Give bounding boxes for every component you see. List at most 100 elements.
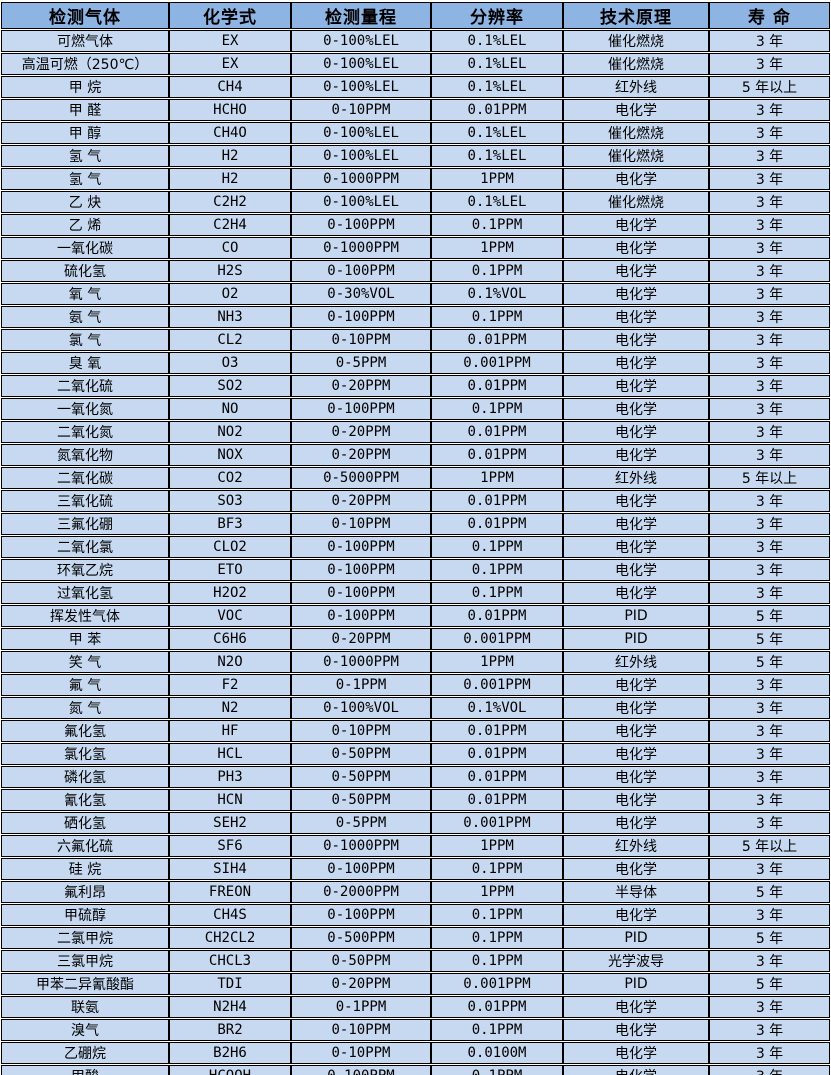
cell-gas: 二氯甲烷 bbox=[1, 927, 169, 949]
cell-principle: 催化燃烧 bbox=[563, 191, 709, 213]
cell-range: 0-100%LEL bbox=[291, 76, 431, 98]
cell-resolution: 0.1%LEL bbox=[431, 76, 563, 98]
cell-gas: 甲 醛 bbox=[1, 99, 169, 121]
table-row: 乙 炔 C2H2 0-100%LEL 0.1%LEL 催化燃烧 3 年 bbox=[1, 191, 830, 213]
cell-resolution: 0.01PPM bbox=[431, 605, 563, 627]
cell-life: 3 年 bbox=[709, 260, 830, 282]
cell-range: 0-20PPM bbox=[291, 444, 431, 466]
cell-life: 5 年 bbox=[709, 881, 830, 903]
cell-principle: 催化燃烧 bbox=[563, 30, 709, 52]
table-row: 甲硫醇 CH4S 0-100PPM 0.1PPM 电化学 3 年 bbox=[1, 904, 830, 926]
cell-formula: H2O2 bbox=[169, 582, 291, 604]
cell-range: 0-100PPM bbox=[291, 858, 431, 880]
cell-resolution: 0.1PPM bbox=[431, 1065, 563, 1075]
cell-resolution: 0.01PPM bbox=[431, 99, 563, 121]
cell-life: 5 年 bbox=[709, 651, 830, 673]
table-body: 可燃气体 EX 0-100%LEL 0.1%LEL 催化燃烧 3 年高温可燃（250℃） E… bbox=[1, 30, 830, 1075]
cell-range: 0-20PPM bbox=[291, 628, 431, 650]
cell-formula: C2H2 bbox=[169, 191, 291, 213]
cell-principle: 电化学 bbox=[563, 812, 709, 834]
cell-range: 0-10PPM bbox=[291, 1019, 431, 1041]
cell-life: 3 年 bbox=[709, 53, 830, 75]
table-row: 氟利昂 FREON 0-2000PPM 1PPM 半导体 5 年 bbox=[1, 881, 830, 903]
table-row: 二氧化碳 CO2 0-5000PPM 1PPM 红外线 5 年以上 bbox=[1, 467, 830, 489]
cell-life: 3 年 bbox=[709, 398, 830, 420]
cell-range: 0-100PPM bbox=[291, 214, 431, 236]
cell-resolution: 0.1%LEL bbox=[431, 122, 563, 144]
table-row: 甲 烷 CH4 0-100%LEL 0.1%LEL 红外线 5 年以上 bbox=[1, 76, 830, 98]
cell-gas: 氯 气 bbox=[1, 329, 169, 351]
cell-formula: EX bbox=[169, 30, 291, 52]
cell-resolution: 0.1PPM bbox=[431, 950, 563, 972]
cell-resolution: 0.1PPM bbox=[431, 858, 563, 880]
cell-principle: 电化学 bbox=[563, 444, 709, 466]
cell-gas: 过氧化氢 bbox=[1, 582, 169, 604]
cell-range: 0-10PPM bbox=[291, 513, 431, 535]
cell-resolution: 0.001PPM bbox=[431, 973, 563, 995]
cell-range: 0-100PPM bbox=[291, 306, 431, 328]
cell-principle: 电化学 bbox=[563, 283, 709, 305]
cell-range: 0-5PPM bbox=[291, 812, 431, 834]
cell-resolution: 0.1PPM bbox=[431, 398, 563, 420]
cell-life: 3 年 bbox=[709, 812, 830, 834]
cell-formula: O3 bbox=[169, 352, 291, 374]
cell-resolution: 0.001PPM bbox=[431, 628, 563, 650]
cell-principle: 红外线 bbox=[563, 467, 709, 489]
table-row: 联氨 N2H4 0-1PPM 0.01PPM 电化学 3 年 bbox=[1, 996, 830, 1018]
cell-principle: 光学波导 bbox=[563, 950, 709, 972]
cell-formula: C2H4 bbox=[169, 214, 291, 236]
cell-principle: 电化学 bbox=[563, 513, 709, 535]
cell-life: 3 年 bbox=[709, 674, 830, 696]
cell-range: 0-1000PPM bbox=[291, 237, 431, 259]
cell-resolution: 0.01PPM bbox=[431, 513, 563, 535]
cell-life: 3 年 bbox=[709, 375, 830, 397]
cell-formula: HCN bbox=[169, 789, 291, 811]
cell-principle: 电化学 bbox=[563, 1042, 709, 1064]
cell-principle: 红外线 bbox=[563, 651, 709, 673]
cell-gas: 硅 烷 bbox=[1, 858, 169, 880]
cell-gas: 二氧化氯 bbox=[1, 536, 169, 558]
cell-gas: 一氧化氮 bbox=[1, 398, 169, 420]
cell-range: 0-1000PPM bbox=[291, 835, 431, 857]
cell-resolution: 0.0100M bbox=[431, 1042, 563, 1064]
table-row: 氢 气 H2 0-100%LEL 0.1%LEL 催化燃烧 3 年 bbox=[1, 145, 830, 167]
table-row: 甲 醛 HCHO 0-10PPM 0.01PPM 电化学 3 年 bbox=[1, 99, 830, 121]
cell-formula: EX bbox=[169, 53, 291, 75]
cell-life: 3 年 bbox=[709, 306, 830, 328]
cell-formula: NOX bbox=[169, 444, 291, 466]
cell-life: 3 年 bbox=[709, 697, 830, 719]
cell-range: 0-100PPM bbox=[291, 398, 431, 420]
table-row: 二氧化硫 SO2 0-20PPM 0.01PPM 电化学 3 年 bbox=[1, 375, 830, 397]
cell-range: 0-1PPM bbox=[291, 674, 431, 696]
cell-resolution: 0.1PPM bbox=[431, 306, 563, 328]
cell-formula: HCHO bbox=[169, 99, 291, 121]
table-row: 氰化氢 HCN 0-50PPM 0.01PPM 电化学 3 年 bbox=[1, 789, 830, 811]
cell-gas: 挥发性气体 bbox=[1, 605, 169, 627]
cell-resolution: 0.1%LEL bbox=[431, 145, 563, 167]
cell-life: 3 年 bbox=[709, 1042, 830, 1064]
cell-principle: 电化学 bbox=[563, 743, 709, 765]
cell-range: 0-1PPM bbox=[291, 996, 431, 1018]
cell-formula: TDI bbox=[169, 973, 291, 995]
cell-formula: BR2 bbox=[169, 1019, 291, 1041]
table-row: 环氧乙烷 ETO 0-100PPM 0.1PPM 电化学 3 年 bbox=[1, 559, 830, 581]
cell-resolution: 0.01PPM bbox=[431, 720, 563, 742]
cell-principle: 催化燃烧 bbox=[563, 122, 709, 144]
cell-range: 0-20PPM bbox=[291, 375, 431, 397]
cell-formula: CH4S bbox=[169, 904, 291, 926]
cell-formula: CHCL3 bbox=[169, 950, 291, 972]
cell-principle: 电化学 bbox=[563, 858, 709, 880]
cell-principle: 电化学 bbox=[563, 237, 709, 259]
cell-formula: NO bbox=[169, 398, 291, 420]
cell-formula: SF6 bbox=[169, 835, 291, 857]
cell-gas: 二氧化碳 bbox=[1, 467, 169, 489]
table-row: 甲苯二异氰酸酯 TDI 0-20PPM 0.001PPM PID 5 年 bbox=[1, 973, 830, 995]
cell-resolution: 0.1PPM bbox=[431, 214, 563, 236]
cell-principle: 电化学 bbox=[563, 1065, 709, 1075]
cell-gas: 三氯甲烷 bbox=[1, 950, 169, 972]
cell-principle: 电化学 bbox=[563, 536, 709, 558]
table-row: 二氧化氯 CLO2 0-100PPM 0.1PPM 电化学 3 年 bbox=[1, 536, 830, 558]
cell-resolution: 1PPM bbox=[431, 881, 563, 903]
